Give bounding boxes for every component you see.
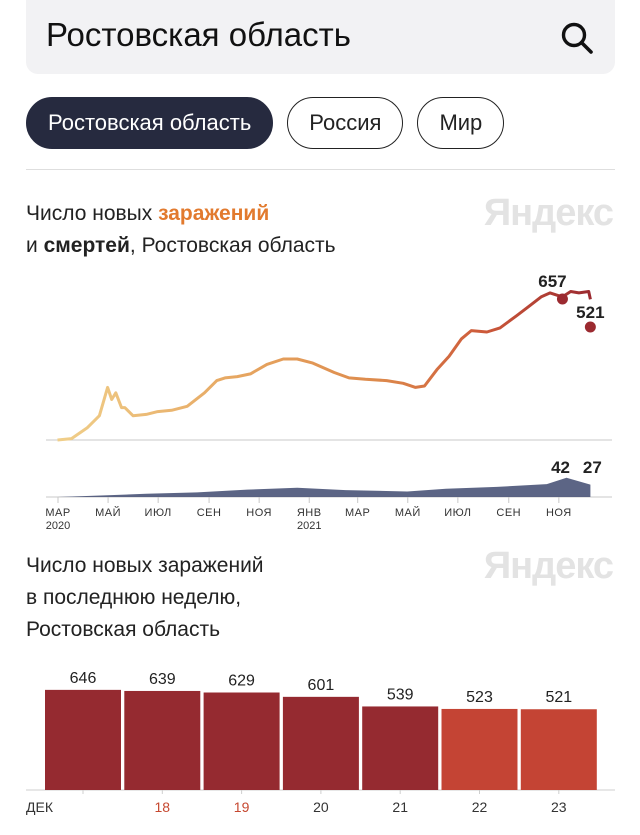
bar-category-label: ДЕК [26, 799, 54, 815]
tab-world[interactable]: Мир [417, 97, 505, 149]
deaths-area [57, 477, 591, 497]
chart2-title-line3: Ростовская область [26, 618, 221, 641]
region-tabs: Ростовская область Россия Мир [26, 97, 505, 149]
chart2-title-line2: в последнюю неделю, [26, 586, 242, 609]
x-tick-label: ЯНВ [297, 507, 322, 519]
chart1-title-part2: и [26, 234, 44, 257]
chart1-title-part3: , Ростовская область [129, 234, 336, 257]
bar-value-label: 646 [70, 670, 97, 687]
bar-category-label: 21 [392, 799, 408, 815]
bar-value-label: 523 [466, 689, 493, 706]
bar [203, 692, 280, 790]
brand-logo: Яндекс [483, 545, 614, 587]
cases-deaths-chart: 657 521 42 27 МАР МАЙ ИЮЛ СЕН НОЯ ЯНВ МАР МАЙ ИЮЛ СЕН… [45, 272, 612, 532]
bar-category-label: 22 [472, 799, 488, 815]
tab-russia[interactable]: Россия [287, 97, 404, 149]
chart2-title-line1: Число новых заражений [26, 554, 264, 577]
bar-category-label: 23 [551, 799, 567, 815]
divider [26, 169, 615, 170]
bar-category-label: 20 [313, 799, 329, 815]
x-tick-label: МАЙ [95, 506, 121, 519]
brand-logo: Яндекс [483, 192, 614, 234]
x-tick-label: МАР [345, 507, 370, 519]
bar [124, 690, 201, 790]
cases-point [556, 293, 568, 305]
search-icon[interactable] [559, 20, 595, 56]
deaths-point-label: 42 [551, 458, 570, 477]
x-tick-label: СЕН [197, 507, 222, 519]
search-input[interactable]: Ростовская область [46, 16, 351, 53]
bar-category-label: 19 [234, 799, 250, 815]
cases-point [584, 321, 596, 333]
bar [362, 706, 439, 790]
x-year-label: 2021 [297, 520, 321, 532]
x-tick-label: НОЯ [546, 507, 572, 519]
x-tick-label: НОЯ [246, 507, 272, 519]
cases-line [57, 290, 592, 442]
chart1-title: Число новых заражений и смертей, Ростовс… [26, 198, 336, 262]
x-tick-label: ИЮЛ [444, 507, 471, 519]
bar [282, 696, 359, 790]
x-tick-label: СЕН [496, 507, 521, 519]
bar-value-label: 629 [228, 673, 255, 690]
cases-point-label: 657 [538, 272, 566, 291]
bar-value-label: 521 [545, 689, 572, 706]
chart1-title-accent: заражений [158, 202, 270, 225]
bar [520, 709, 597, 790]
x-tick-label: МАР [45, 507, 70, 519]
x-tick-label: ИЮЛ [145, 507, 172, 519]
search-bar[interactable]: Ростовская область [26, 0, 615, 74]
bar-value-label: 639 [149, 671, 176, 688]
x-tick-label: МАЙ [395, 506, 421, 519]
bar [45, 689, 121, 790]
bar [441, 708, 518, 790]
deaths-point-label: 27 [583, 458, 602, 477]
chart1-title-strong: смертей [43, 234, 130, 257]
cases-point-label: 521 [576, 303, 604, 322]
chart2-title: Число новых заражений в последнюю неделю… [26, 550, 264, 646]
bar-category-label: 18 [155, 799, 171, 815]
tab-rostov-region[interactable]: Ростовская область [26, 97, 274, 149]
bar-value-label: 601 [308, 677, 335, 694]
x-year-label: 2020 [46, 520, 70, 532]
chart1-title-part1: Число новых [26, 202, 159, 225]
bar-value-label: 539 [387, 686, 414, 703]
